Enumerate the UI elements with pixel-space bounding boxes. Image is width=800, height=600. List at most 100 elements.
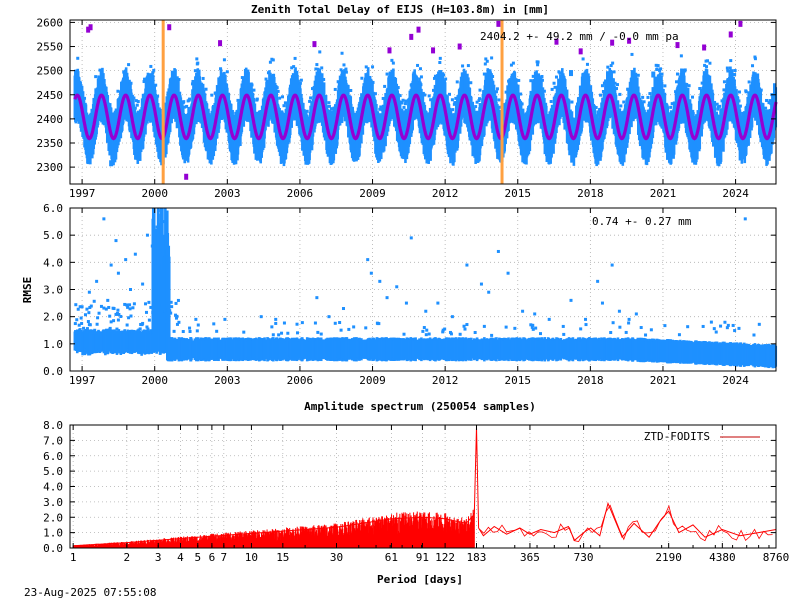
ztd-observation bbox=[327, 101, 331, 105]
ztd-observation bbox=[276, 89, 280, 93]
rmse-observation bbox=[87, 311, 91, 315]
ztd-observation bbox=[477, 98, 481, 102]
ztd-observation bbox=[737, 90, 741, 94]
ztd-outlier bbox=[416, 26, 421, 33]
rmse-outlier bbox=[315, 296, 319, 300]
rmse-observation bbox=[584, 323, 588, 327]
ztd-observation bbox=[149, 64, 153, 68]
x-tick-label: 2003 bbox=[214, 374, 241, 387]
ztd-observation bbox=[482, 72, 486, 76]
ztd-observation bbox=[539, 76, 543, 80]
rmse-observation bbox=[534, 326, 538, 330]
rmse-observation bbox=[129, 314, 133, 318]
ztd-observation bbox=[549, 100, 553, 104]
y-tick-label: 2450 bbox=[37, 89, 64, 102]
rmse-observation bbox=[402, 332, 406, 336]
ztd-observation bbox=[327, 104, 331, 108]
rmse-observation bbox=[737, 326, 741, 330]
y-tick-label: 3.0 bbox=[43, 284, 63, 297]
ztd-observation bbox=[318, 50, 322, 54]
rmse-outlier bbox=[627, 317, 631, 321]
rmse-observation bbox=[677, 333, 681, 337]
rmse-observation bbox=[145, 325, 149, 329]
ztd-observation bbox=[442, 73, 446, 77]
rmse-observation bbox=[319, 332, 323, 336]
ztd-observation bbox=[314, 67, 318, 71]
rmse-outlier bbox=[743, 217, 747, 221]
ztd-observation bbox=[391, 61, 395, 65]
ztd-outlier bbox=[578, 48, 583, 55]
rmse-observation bbox=[181, 330, 185, 334]
rmse-observation bbox=[421, 329, 425, 333]
rmse-observation bbox=[128, 307, 132, 311]
ztd-observation bbox=[615, 83, 619, 87]
x-tick-label: 2006 bbox=[287, 187, 314, 200]
ztd-observation bbox=[474, 105, 478, 109]
rmse-observation bbox=[174, 316, 178, 320]
rmse-observation bbox=[215, 329, 219, 333]
ztd-observation bbox=[659, 67, 663, 71]
ztd-observation bbox=[264, 77, 268, 81]
ztd-seasonal-model bbox=[73, 93, 778, 141]
ztd-observation bbox=[484, 57, 488, 61]
ztd-observation bbox=[729, 59, 733, 63]
rmse-outlier bbox=[506, 271, 510, 275]
y-tick-label: 5.0 bbox=[43, 229, 63, 242]
ztd-observation bbox=[132, 96, 136, 100]
ztd-mean-annotation: 2404.2 +- 49.2 mm / -0.0 mm pa bbox=[480, 30, 679, 43]
y-tick-label: 2400 bbox=[37, 113, 64, 126]
rmse-outlier bbox=[159, 209, 163, 213]
ztd-observation bbox=[658, 68, 662, 72]
ztd-observation bbox=[619, 104, 623, 108]
ztd-observation bbox=[315, 63, 319, 67]
ztd-observation bbox=[403, 102, 407, 106]
ztd-observation bbox=[116, 89, 120, 93]
ztd-observation bbox=[622, 100, 626, 104]
ztd-observation bbox=[594, 106, 598, 110]
y-tick-label: 2600 bbox=[37, 16, 64, 29]
rmse-observation bbox=[443, 327, 447, 331]
ztd-observation bbox=[611, 61, 615, 65]
ztd-observation bbox=[152, 68, 156, 72]
rmse-observation bbox=[364, 326, 368, 330]
ztd-observation bbox=[196, 61, 200, 65]
rmse-outlier bbox=[596, 279, 600, 283]
rmse-observation bbox=[78, 305, 82, 309]
rmse-observation bbox=[295, 322, 299, 326]
rmse-plot-frame bbox=[69, 207, 777, 372]
rmse-observation bbox=[458, 332, 462, 336]
ztd-observation bbox=[349, 88, 353, 92]
rmse-observation bbox=[109, 320, 113, 324]
x-tick-label: 2018 bbox=[577, 187, 604, 200]
rmse-observation bbox=[107, 305, 111, 309]
ztd-observation bbox=[519, 92, 523, 96]
ztd-observation bbox=[282, 104, 286, 108]
ztd-observation bbox=[737, 99, 741, 103]
x-tick-label: 1997 bbox=[69, 374, 96, 387]
rmse-observation bbox=[80, 321, 84, 325]
ztd-outlier bbox=[218, 40, 223, 47]
rmse-outlier bbox=[404, 301, 408, 305]
rmse-outlier bbox=[617, 309, 621, 313]
ztd-observation bbox=[371, 80, 375, 84]
rmse-observation bbox=[74, 303, 78, 307]
ztd-observation bbox=[765, 98, 769, 102]
rmse-outlier bbox=[569, 298, 573, 302]
ztd-observation bbox=[438, 56, 442, 60]
ztd-observation bbox=[271, 58, 275, 62]
ztd-observation bbox=[531, 74, 535, 78]
rmse-observation bbox=[126, 305, 130, 309]
rmse-observation bbox=[709, 320, 713, 324]
rmse-observation bbox=[115, 327, 119, 331]
rmse-outlier bbox=[436, 301, 440, 305]
rmse-observation bbox=[663, 324, 667, 328]
ztd-observation bbox=[423, 93, 427, 97]
ztd-observation bbox=[663, 84, 667, 88]
rmse-observation bbox=[116, 308, 120, 312]
ztd-observation bbox=[618, 92, 622, 96]
x-tick-label: 2024 bbox=[722, 374, 749, 387]
rmse-observation bbox=[352, 325, 356, 329]
ztd-observation bbox=[148, 73, 152, 77]
rmse-observation bbox=[482, 324, 486, 328]
y-tick-label: 2350 bbox=[37, 137, 64, 150]
